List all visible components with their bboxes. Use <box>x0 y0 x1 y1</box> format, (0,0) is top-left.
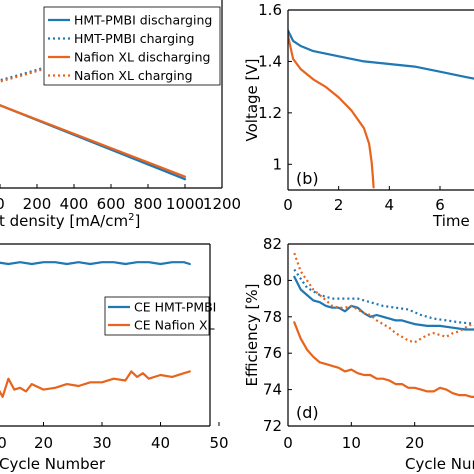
panel-d-y-tick-label: 72 <box>263 417 282 435</box>
panel-b-tag: (b) <box>296 169 319 188</box>
panel-a-legend-box <box>43 6 221 86</box>
panel-d: 0 10 20 72 74 76 78 80 82 Efficiency [%] Cycle N… <box>243 235 474 473</box>
panel-d-x-tick-label: 0 <box>283 434 293 452</box>
panel-b-y-tick-label: 1.4 <box>258 52 282 70</box>
panel-c-legend-box <box>104 296 210 336</box>
panel-c-series-1 <box>0 261 191 266</box>
panel-d-tag: (d) <box>296 403 319 422</box>
panel-b-x-tick-label: 2 <box>334 196 344 214</box>
panel-b-y-tick-label: 1 <box>272 155 282 173</box>
panel-b: 0 2 4 6 1 1.2 1.4 1.6 Voltage [V] Time (b) <box>243 1 474 230</box>
panel-b-x-label: Time <box>432 212 470 230</box>
panel-d-y-tick-label: 78 <box>263 308 282 326</box>
legend-entry: Nafion XL charging <box>74 68 193 83</box>
panel-d-x-label: Cycle Numb <box>405 455 474 473</box>
panel-a-series-3 <box>0 104 187 178</box>
panel-a-x-tick-label: 800 <box>134 195 163 213</box>
panel-a-x-tick-label: 400 <box>60 195 89 213</box>
panel-d-y-tick-label: 76 <box>263 344 282 362</box>
panel-a-x-tick-label: 1000 <box>166 195 204 213</box>
legend-entry: CE Nafion XL <box>134 318 215 333</box>
panel-d-y-tick-label: 74 <box>263 381 282 399</box>
panel-d-y-tick-label: 80 <box>263 271 282 289</box>
legend-entry: CE HMT-PMBI <box>134 300 216 315</box>
panel-d-series-4 <box>293 321 474 398</box>
panel-b-y-label: Voltage [V] <box>243 59 261 142</box>
panel-a-x-tick-label: 600 <box>97 195 126 213</box>
panel-d-y-label: Efficiency [%] <box>243 284 261 387</box>
panel-c-x-label: Cycle Number <box>0 455 106 473</box>
panel-d-y-tick-label: 82 <box>263 235 282 253</box>
panel-c-legend: CE HMT-PMBI CE Nafion XL <box>104 296 216 336</box>
panel-d-x-tick-label: 20 <box>405 434 424 452</box>
panel-b-x-tick-label: 0 <box>283 196 293 214</box>
panel-b-x-tick-label: 6 <box>435 196 445 214</box>
panel-a-x-tick-label: 200 <box>23 195 52 213</box>
panel-c-series-2 <box>0 370 191 398</box>
panel-d-x-tick-label: 10 <box>342 434 361 452</box>
panel-c-x-tick-label: 0 <box>0 434 7 452</box>
panel-a-legend: HMT-PMBI discharging HMT-PMBI charging Naf… <box>43 6 221 86</box>
panel-b-y-tick-label: 1.2 <box>258 104 282 122</box>
panel-d-series-2 <box>293 268 474 325</box>
panel-d-series-1 <box>293 275 474 331</box>
panel-b-y-tick-label: 1.6 <box>258 1 282 19</box>
panel-a-x-label: t density [mA/cm2] <box>0 212 140 230</box>
panel-c-x-tick-label: 30 <box>92 434 111 452</box>
panel-a-x-tick-label: 0 <box>0 195 5 213</box>
panel-b-x-tick-label: 4 <box>385 196 395 214</box>
panel-a-x-tick-label: 1200 <box>203 195 241 213</box>
legend-entry: HMT-PMBI discharging <box>74 13 212 28</box>
legend-entry: Nafion XL discharging <box>74 50 211 65</box>
panel-c-x-tick-label: 40 <box>151 434 170 452</box>
legend-entry: HMT-PMBI charging <box>74 31 194 46</box>
panel-c-x-tick-label: 50 <box>209 434 228 452</box>
panel-b-series-1 <box>288 29 474 80</box>
panel-b-series-2 <box>288 34 375 189</box>
panel-c-x-tick-label: 20 <box>34 434 53 452</box>
panel-d-series-3 <box>293 252 474 344</box>
panel-c: 20 30 40 50 0 Cycle Number CE HMT-PMBI CE Naf… <box>0 243 229 473</box>
